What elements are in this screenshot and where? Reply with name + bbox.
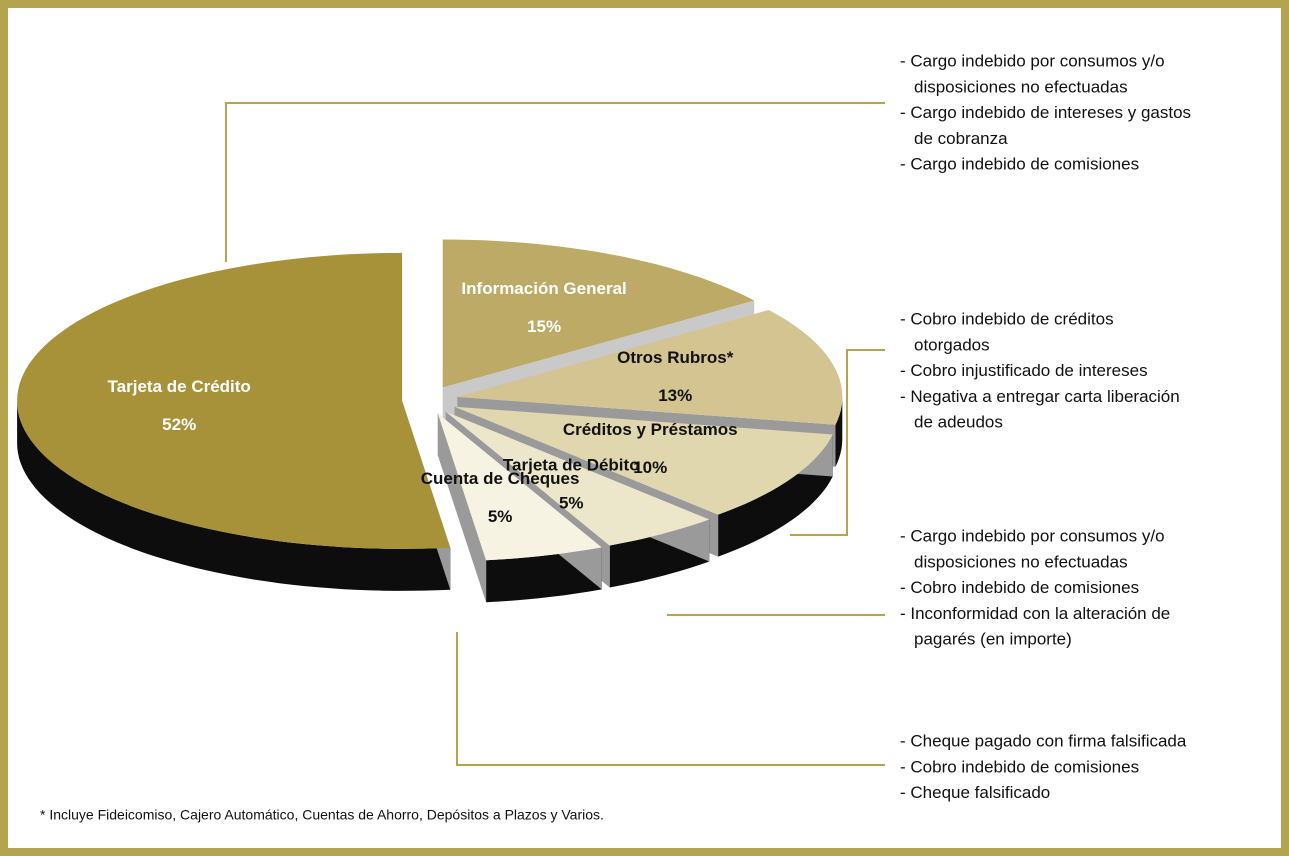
pie-slice (445, 411, 710, 546)
slice-label: Cuenta de Cheques (421, 469, 580, 488)
annotation-line: - Cheque falsificado (900, 783, 1050, 802)
annotation-line: otorgados (914, 335, 990, 354)
annotation-line: pagarés (en importe) (914, 630, 1072, 649)
connector (225, 102, 885, 262)
annotation-line: - Cobro injustificado de intereses (900, 361, 1148, 380)
value-label: 10% (633, 458, 667, 477)
annotation-line: - Cargo indebido de comisiones (900, 155, 1139, 174)
value-label: 5% (488, 507, 513, 526)
annotation-line: - Cobro indebido de créditos (900, 309, 1114, 328)
annotation-line: - Cargo indebido de intereses y gastos (900, 103, 1191, 122)
connector (456, 632, 885, 766)
slice-label: Información General (461, 279, 626, 298)
annotation-line: disposiciones no efectuadas (914, 77, 1128, 96)
slice-cut (437, 413, 487, 603)
annotation-line: - Cobro indebido de comisiones (900, 578, 1139, 597)
slice-label: Créditos y Préstamos (563, 420, 738, 439)
slice-side (835, 396, 843, 467)
value-label: 52% (162, 415, 196, 434)
footnote: * Incluye Fideicomiso, Cajero Automático… (40, 807, 604, 823)
slice-side (718, 434, 833, 557)
pie-slice (457, 310, 843, 425)
slice-label: Tarjeta de Crédito (108, 377, 251, 396)
annotation-line: - Negativa a entregar carta liberación (900, 387, 1180, 406)
annotation-line: - Cargo indebido por consumos y/o (900, 526, 1165, 545)
pie-slice (17, 252, 451, 549)
annotation-line: - Cheque pagado con firma falsificada (900, 731, 1187, 750)
annotation-line: - Inconformidad con la alteración de (900, 604, 1170, 623)
annotation-line: disposiciones no efectuadas (914, 552, 1128, 571)
pie-slice (454, 406, 833, 515)
slice-side (17, 400, 451, 591)
value-label: 15% (527, 317, 561, 336)
slice-label: Tarjeta de Débito (503, 456, 640, 475)
annotation-line: de adeudos (914, 413, 1003, 432)
connector (790, 349, 885, 536)
slice-label: Otros Rubros* (617, 348, 734, 367)
pie-slice (437, 413, 602, 561)
pie-slice (442, 239, 755, 388)
value-label: 13% (658, 386, 692, 405)
annotation-line: - Cobro indebido de comisiones (900, 757, 1139, 776)
annotation-line: de cobranza (914, 129, 1008, 148)
annotation-line: - Cargo indebido por consumos y/o (900, 51, 1165, 70)
value-label: 5% (559, 494, 584, 513)
